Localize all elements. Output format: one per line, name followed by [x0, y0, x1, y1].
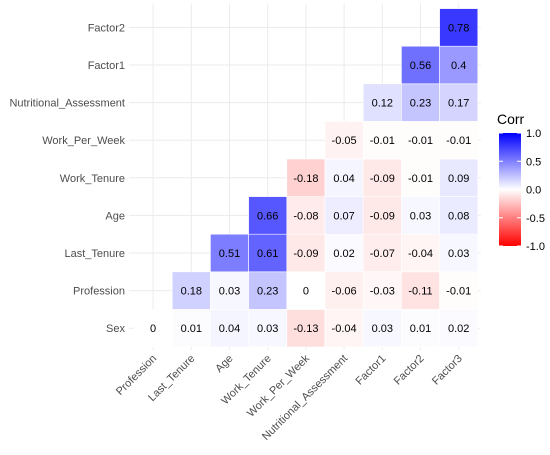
heatmap-cell	[362, 121, 402, 160]
legend-tick-label: 0.0	[526, 185, 541, 197]
cell-value-label: 0.4	[451, 60, 466, 72]
cell-value-label: 0.03	[219, 286, 240, 298]
cell-value-label: -0.08	[293, 210, 318, 222]
cell-value-label: 0.03	[372, 323, 393, 335]
cell-value-label: 0.01	[410, 323, 431, 335]
heatmap-cell	[324, 158, 364, 197]
heatmap-cell	[210, 233, 249, 273]
cell-value-label: 0.02	[333, 248, 354, 260]
y-tick-label: Nutritional_Assessment	[9, 98, 125, 110]
y-tick-label: Last_Tenure	[64, 248, 125, 260]
heatmap-cell	[401, 271, 440, 310]
cell-value-label: 0.04	[219, 323, 240, 335]
cell-value-label: 0.12	[372, 98, 393, 110]
heatmap-cell	[362, 83, 402, 122]
cell-value-label: 0.03	[257, 323, 278, 335]
heatmap-cell	[439, 121, 479, 160]
legend-tick-label: -1.0	[526, 241, 545, 253]
heatmap-cell	[401, 45, 440, 85]
cell-value-label: 0.18	[181, 286, 202, 298]
y-tick-label: Sex	[106, 323, 125, 335]
y-tick-label: Work_Tenure	[60, 173, 125, 185]
cell-value-label: 0.66	[257, 210, 278, 222]
cell-value-label: -0.01	[408, 135, 433, 147]
legend-tick-label: 0.5	[526, 156, 541, 168]
heatmap-cell	[286, 309, 326, 348]
heatmap-cell	[439, 271, 479, 310]
cell-value-label: -0.09	[293, 248, 318, 260]
cell-value-label: -0.04	[408, 248, 433, 260]
cell-value-label: -0.07	[370, 248, 395, 260]
y-tick-label: Work_Per_Week	[42, 135, 125, 147]
heatmap-cell	[439, 8, 479, 47]
cell-value-label: 0.03	[410, 210, 431, 222]
heatmap-cell	[439, 158, 479, 197]
legend-title: Corr	[497, 111, 525, 127]
heatmap-cell	[362, 271, 402, 310]
heatmap-cell	[324, 271, 364, 310]
cell-value-label: 0.23	[410, 98, 431, 110]
cell-value-label: 0.61	[257, 248, 278, 260]
heatmap-cell	[439, 233, 479, 273]
heatmap-cell	[286, 158, 326, 197]
cell-value-label: 0	[303, 286, 309, 298]
cell-value-label: -0.09	[370, 210, 395, 222]
cell-value-label: 0.08	[448, 210, 469, 222]
legend-colorbar	[499, 133, 521, 246]
cell-value-label: 0.07	[333, 210, 354, 222]
legend-tick-label: -0.5	[526, 213, 545, 225]
heatmap-cells: 0 0.01 0.04 0.03 -0.13 -0.04 0.03 0.01 0.02 0.18 0…	[133, 8, 479, 348]
heatmap-cell	[248, 196, 288, 235]
cell-value-label: -0.04	[332, 323, 357, 335]
cell-value-label: -0.06	[332, 286, 357, 298]
cell-value-label: 0.01	[181, 323, 202, 335]
heatmap-cell	[324, 121, 364, 160]
cell-value-label: 0.02	[448, 323, 469, 335]
cell-value-label: -0.01	[446, 135, 471, 147]
cell-value-label: -0.09	[370, 173, 395, 185]
cell-value-label: -0.11	[408, 286, 432, 298]
cell-value-label: 0.17	[448, 98, 469, 110]
cell-value-label: 0.51	[219, 248, 240, 260]
heatmap-cell	[286, 196, 326, 235]
cell-value-label: -0.03	[370, 286, 395, 298]
y-tick-label: Profession	[73, 286, 125, 298]
heatmap-cell	[362, 233, 402, 273]
legend-ticks: 1.0 0.5 0.0 -0.5 -1.0	[499, 128, 545, 253]
heatmap-cell	[171, 271, 211, 310]
y-tick-label: Factor1	[88, 60, 125, 72]
heatmap-cell	[324, 196, 364, 235]
heatmap-cell	[401, 83, 440, 122]
heatmap-cell	[439, 45, 479, 85]
cell-value-label: -0.13	[293, 323, 318, 335]
cell-value-label: 0.09	[448, 173, 469, 185]
heatmap-cell	[401, 158, 440, 197]
heatmap-cell	[324, 309, 364, 348]
cell-value-label: 0.04	[333, 173, 354, 185]
heatmap-cell	[439, 309, 479, 348]
cell-value-label: -0.01	[446, 286, 471, 298]
heatmap-cell	[439, 196, 479, 235]
cell-value-label: -0.01	[408, 173, 433, 185]
heatmap-cell	[401, 121, 440, 160]
y-tick-label: Factor2	[88, 22, 125, 34]
cell-value-label: -0.05	[332, 135, 357, 147]
cell-value-label: -0.18	[293, 173, 318, 185]
heatmap-cell	[286, 233, 326, 273]
cell-value-label: 0.78	[448, 22, 469, 34]
cell-value-label: 0.56	[410, 60, 431, 72]
heatmap-cell	[401, 233, 440, 273]
cell-value-label: 0	[150, 323, 156, 335]
legend: Corr 1.0 0.5 0.0 -0.5 -1.0	[497, 111, 545, 253]
cell-value-label: 0.23	[257, 286, 278, 298]
legend-tick-label: 1.0	[526, 128, 541, 140]
heatmap-cell	[401, 309, 440, 348]
cell-value-label: 0.03	[448, 248, 469, 260]
heatmap-cell	[324, 233, 364, 273]
y-axis-tick-labels: Sex Profession Last_Tenure Age Work_Tenure Wo…	[9, 22, 125, 335]
y-tick-label: Age	[105, 210, 125, 222]
cell-value-label: -0.01	[370, 135, 395, 147]
